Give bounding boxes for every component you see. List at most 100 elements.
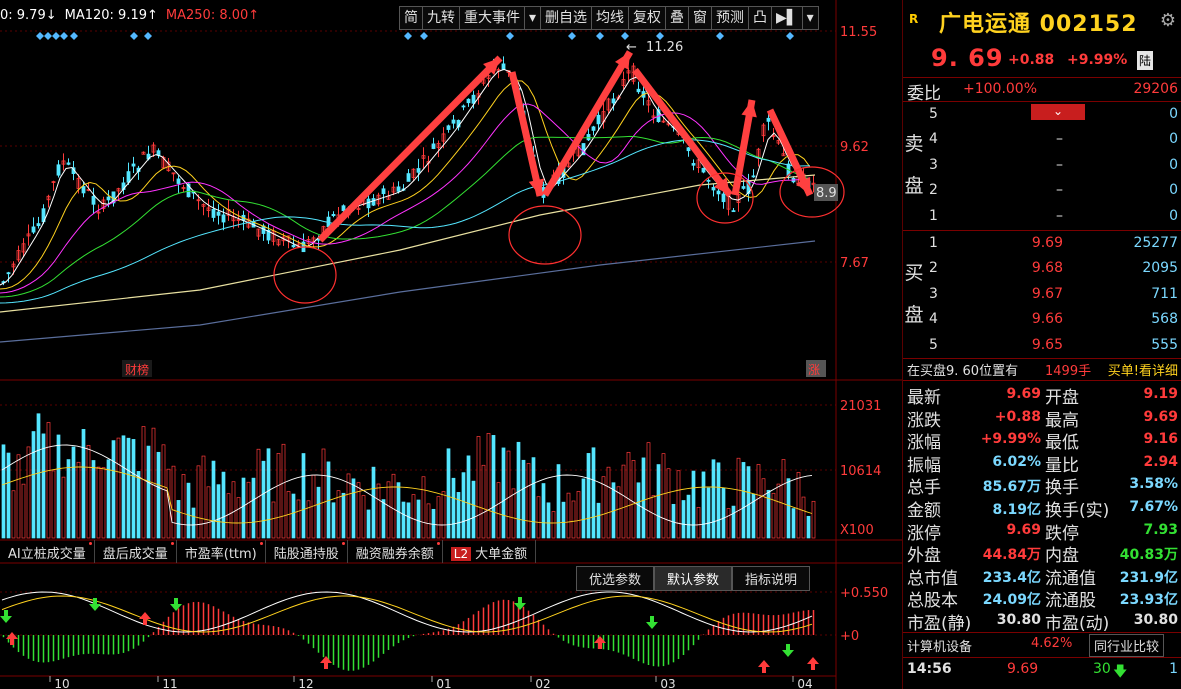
price-axis-tick: 7.67 [840, 256, 869, 271]
event-diamond-icon [36, 32, 44, 40]
volume-ma-line [1, 466, 813, 524]
stock-name[interactable]: 广电运通 002152 [939, 12, 1138, 37]
annotation-arrow-head [796, 177, 811, 195]
annotation-circle [696, 172, 754, 224]
annotation-arrow-head [528, 178, 545, 196]
sector-name[interactable]: 计算机设备 [907, 640, 973, 655]
indicator-tab[interactable]: 陆股通持股 [266, 540, 348, 563]
indicator-tab-label: 盘后成交量 [102, 547, 168, 562]
volume-bar [476, 436, 481, 539]
indicator-tab[interactable]: 盘后成交量 [95, 540, 177, 563]
limit-up-marker: 涨 [808, 362, 820, 377]
param-tab[interactable]: 优选参数 [576, 566, 655, 591]
toolbar-events-dropdown-button[interactable]: ▾ [525, 7, 542, 29]
toolbar-window-button[interactable]: 窗 [689, 7, 713, 29]
chevron-down-icon[interactable]: ⌄ [1031, 104, 1085, 120]
sell-level-row[interactable]: 1 – 0 [925, 204, 1181, 229]
new-dot-icon [170, 542, 174, 545]
candle-body [11, 263, 16, 268]
param-tab[interactable]: 指标说明 [732, 566, 811, 591]
quote-row: 总手 85.67万 换手 3.58% [903, 472, 1181, 498]
quote-value: 30.80 [1133, 612, 1178, 628]
order-notice[interactable]: 在买盘9. 60位置有 1499手 买单!看详细 [903, 358, 1181, 380]
notice-right[interactable]: 买单!看详细 [1107, 364, 1178, 379]
sell-level-row[interactable]: 4 – 0 [925, 127, 1181, 152]
sell-level-row[interactable]: 3 – 0 [925, 153, 1181, 178]
event-diamond-icon [52, 32, 60, 40]
volume-bar [271, 501, 276, 539]
level-volume: 0 [1169, 207, 1178, 224]
volume-bar [626, 451, 631, 539]
toolbar-adjust-price-button[interactable]: 复权 [629, 7, 667, 29]
toolbar-overlay-button[interactable]: 叠 [666, 7, 690, 29]
quote-table: 最新 9.69 开盘 9.19 涨跌 +0.88 最高 9.69 涨幅 +9.99% 最低 9.16 振… [903, 382, 1181, 634]
volume-bar [161, 444, 166, 539]
buy-level-row[interactable]: 4 9.66 568 [925, 307, 1181, 332]
sector-row: 计算机设备 4.62% 同行业比较 [903, 633, 1181, 657]
gear-icon[interactable]: ⚙ [1159, 10, 1176, 31]
sell-signal-arrow-icon [89, 598, 101, 611]
volume-bar [81, 429, 86, 539]
level-volume: 0 [1169, 131, 1178, 148]
buy-level-row[interactable]: 5 9.65 555 [925, 333, 1181, 358]
buy-signal-arrow-icon [758, 660, 770, 673]
candle-body [181, 187, 186, 190]
tick-extra: 1 [1169, 661, 1178, 677]
quote-row: 涨跌 +0.88 最高 9.69 [903, 405, 1181, 431]
industry-compare-button[interactable]: 同行业比较 [1089, 634, 1165, 657]
volume-bar [181, 474, 186, 539]
indicator-tab[interactable]: AI立桩成交量 [0, 540, 95, 563]
connect-badge[interactable]: 陆 [1137, 51, 1154, 70]
month-label: 12 [298, 677, 313, 689]
annotation-arrow-head [741, 100, 757, 118]
buy-level-row[interactable]: 2 9.68 2095 [925, 256, 1181, 281]
toolbar-nine-turn-button[interactable]: 九转 [423, 7, 460, 29]
candle-body [341, 205, 346, 212]
tick-time: 14:56 [907, 661, 952, 677]
quote-row: 金额 8.19亿 换手(实) 7.67% [903, 495, 1181, 521]
indicator-tab[interactable]: L2 大单金额 [443, 540, 537, 563]
toolbar-forecast-button[interactable]: 预测 [712, 7, 750, 29]
sell-label-1: 卖 [904, 133, 924, 155]
candle-body [366, 198, 371, 209]
toolbar-major-events-button[interactable]: 重大事件 [460, 7, 525, 29]
buy-level-row[interactable]: 1 9.69 25277 [925, 231, 1181, 256]
sell-signal-arrow-icon [0, 610, 12, 623]
event-diamond-icon [656, 32, 664, 40]
quote-label: 换手(实) [1045, 501, 1110, 521]
quote-label: 市盈(静) [907, 614, 972, 634]
toolbar-playback-button[interactable]: ▶▌ [772, 7, 803, 29]
volume-bar [526, 463, 531, 539]
sell-signal-arrow-icon [514, 597, 526, 610]
toolbar-remove-watchlist-button[interactable]: 删自选 [541, 7, 593, 29]
toolbar-simplified-button[interactable]: 简 [400, 7, 423, 29]
quote-row: 最新 9.69 开盘 9.19 [903, 382, 1181, 408]
toolbar-moving-average-button[interactable]: 均线 [592, 7, 630, 29]
param-tab[interactable]: 默认参数 [654, 566, 733, 591]
event-diamond-icon [621, 32, 629, 40]
volume-bar [441, 491, 446, 539]
candle-body [446, 125, 451, 130]
volume-bar [741, 462, 746, 539]
kline-chart-svg[interactable]: 11.55 9.62 7.67 21031 10614 X100 +0.550 +0 10 11 1… [0, 0, 902, 689]
toolbar-more-dropdown-button[interactable]: ▾ [806, 10, 814, 26]
level-price: 9.68 [1031, 260, 1063, 277]
toolbar-draw-tool-button[interactable]: 凸 [749, 7, 773, 29]
sell-level-row[interactable]: 2 – 0 [925, 178, 1181, 203]
indicator-tab[interactable]: 融资融券余额 [348, 540, 443, 563]
buy-level-row[interactable]: 3 9.67 711 [925, 282, 1181, 307]
quote-label: 市盈(动) [1045, 614, 1110, 634]
indicator-tab[interactable]: 市盈率(ttm) [177, 540, 266, 563]
event-diamond-icon [70, 32, 78, 40]
volume-bar [121, 435, 126, 539]
level-volume: 555 [1151, 336, 1178, 353]
weibi-value: +100.00% [963, 81, 1038, 97]
quote-value: 9.19 [1143, 386, 1178, 402]
volume-bar [266, 448, 271, 539]
volume-bar [411, 494, 416, 539]
notice-left: 在买盘9. 60位置有 [907, 364, 1019, 379]
kline-chart-area[interactable]: 11.55 9.62 7.67 21031 10614 X100 +0.550 +0 10 11 1… [0, 0, 902, 689]
volume-bar [91, 460, 96, 539]
level-number: 4 [929, 311, 938, 328]
